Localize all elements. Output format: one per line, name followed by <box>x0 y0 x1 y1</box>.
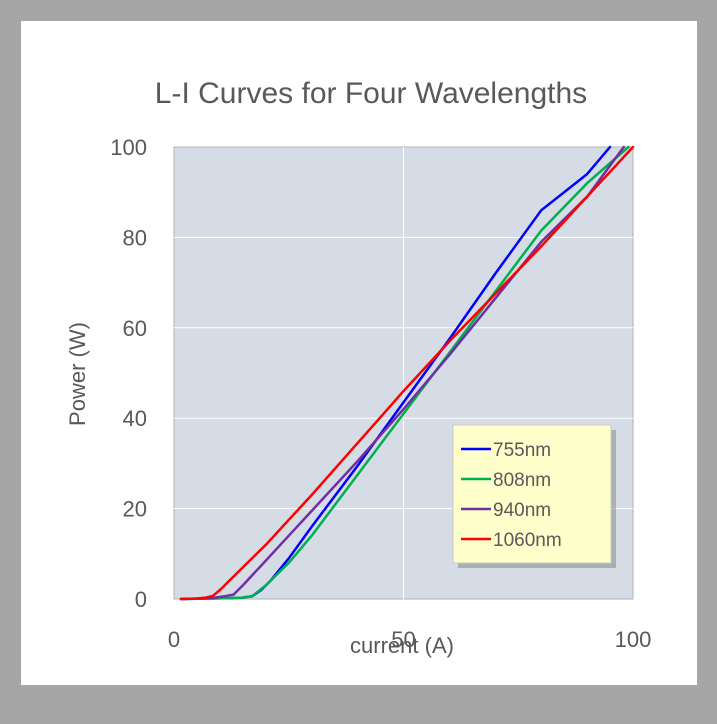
y-tick-label: 80 <box>123 225 147 250</box>
x-tick-label: 50 <box>391 627 415 652</box>
y-tick-label: 60 <box>123 316 147 341</box>
y-tick-label: 20 <box>123 497 147 522</box>
y-tick-label: 100 <box>110 135 147 160</box>
legend: 755nm 808nm 940nm 1060nm <box>452 424 616 568</box>
y-axis-title: Power (W) <box>65 322 90 426</box>
x-tick-label: 100 <box>615 627 652 652</box>
x-axis-title: current (A) <box>350 633 454 658</box>
line-chart: L-I Curves for Four Wavelengths 0 20 40 60 8… <box>65 77 651 658</box>
plot-area <box>173 146 634 600</box>
legend-label: 940nm <box>493 500 551 521</box>
y-tick-label: 40 <box>123 406 147 431</box>
legend-label: 1060nm <box>493 530 562 551</box>
y-tick-label: 0 <box>135 587 147 612</box>
x-tick-label: 0 <box>168 627 180 652</box>
chart-card: L-I Curves for Four Wavelengths 0 20 40 60 8… <box>21 21 697 685</box>
axis-ticks: 0 20 40 60 80 100 0 50 100 <box>110 135 651 652</box>
series-line-808nm <box>179 145 630 601</box>
chart-title: L-I Curves for Four Wavelengths <box>155 77 587 110</box>
series-lines <box>179 145 635 601</box>
series-line-1060nm <box>179 145 635 601</box>
legend-label: 808nm <box>493 470 551 491</box>
legend-label: 755nm <box>493 440 551 461</box>
